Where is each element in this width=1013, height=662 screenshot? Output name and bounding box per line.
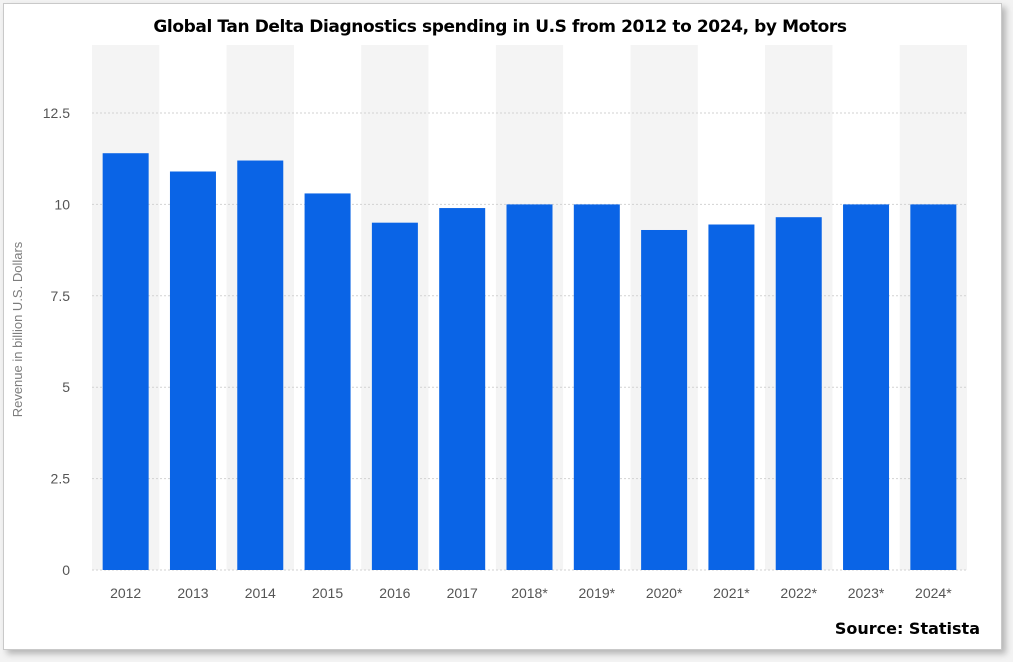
source-note: Source: Statista xyxy=(834,619,980,638)
chart-title: Global Tan Delta Diagnostics spending in… xyxy=(153,17,847,37)
x-tick-label: 2020* xyxy=(646,585,683,601)
y-tick-label: 2.5 xyxy=(51,471,71,487)
bar xyxy=(775,217,822,571)
bar xyxy=(641,229,688,570)
bar xyxy=(573,204,620,570)
y-axis-label: Revenue in billion U.S. Dollars xyxy=(10,241,25,417)
y-tick-label: 7.5 xyxy=(51,288,71,304)
x-tick-label: 2019* xyxy=(579,585,616,601)
bar xyxy=(304,193,351,570)
x-tick-label: 2015 xyxy=(312,585,343,601)
x-tick-label: 2012 xyxy=(110,585,141,601)
bar xyxy=(169,171,216,570)
y-tick-label: 10 xyxy=(54,196,70,212)
x-tick-label: 2022* xyxy=(780,585,817,601)
bar xyxy=(910,204,957,570)
x-tick-label: 2023* xyxy=(848,585,885,601)
bar xyxy=(708,224,755,570)
y-tick-label: 5 xyxy=(62,379,70,395)
x-tick-labels: 2012 2013 2014 2015 2016 2017 2018* 2019* 2020* 2… xyxy=(110,585,952,601)
bar xyxy=(439,208,486,570)
bar xyxy=(843,204,890,570)
y-tick-label: 0 xyxy=(62,562,70,578)
bar xyxy=(237,160,284,570)
x-tick-label: 2021* xyxy=(713,585,750,601)
x-tick-label: 2014 xyxy=(245,585,276,601)
bar xyxy=(102,153,149,570)
x-tick-label: 2018* xyxy=(511,585,548,601)
y-tick-label: 12.5 xyxy=(43,105,70,121)
x-tick-label: 2013 xyxy=(177,585,208,601)
bar xyxy=(371,222,418,570)
x-tick-label: 2017 xyxy=(447,585,478,601)
y-tick-labels: 0 2.5 5 7.5 10 12.5 xyxy=(43,105,70,578)
bar xyxy=(506,204,553,570)
x-tick-label: 2024* xyxy=(915,585,952,601)
x-tick-label: 2016 xyxy=(379,585,410,601)
bars xyxy=(102,153,957,571)
